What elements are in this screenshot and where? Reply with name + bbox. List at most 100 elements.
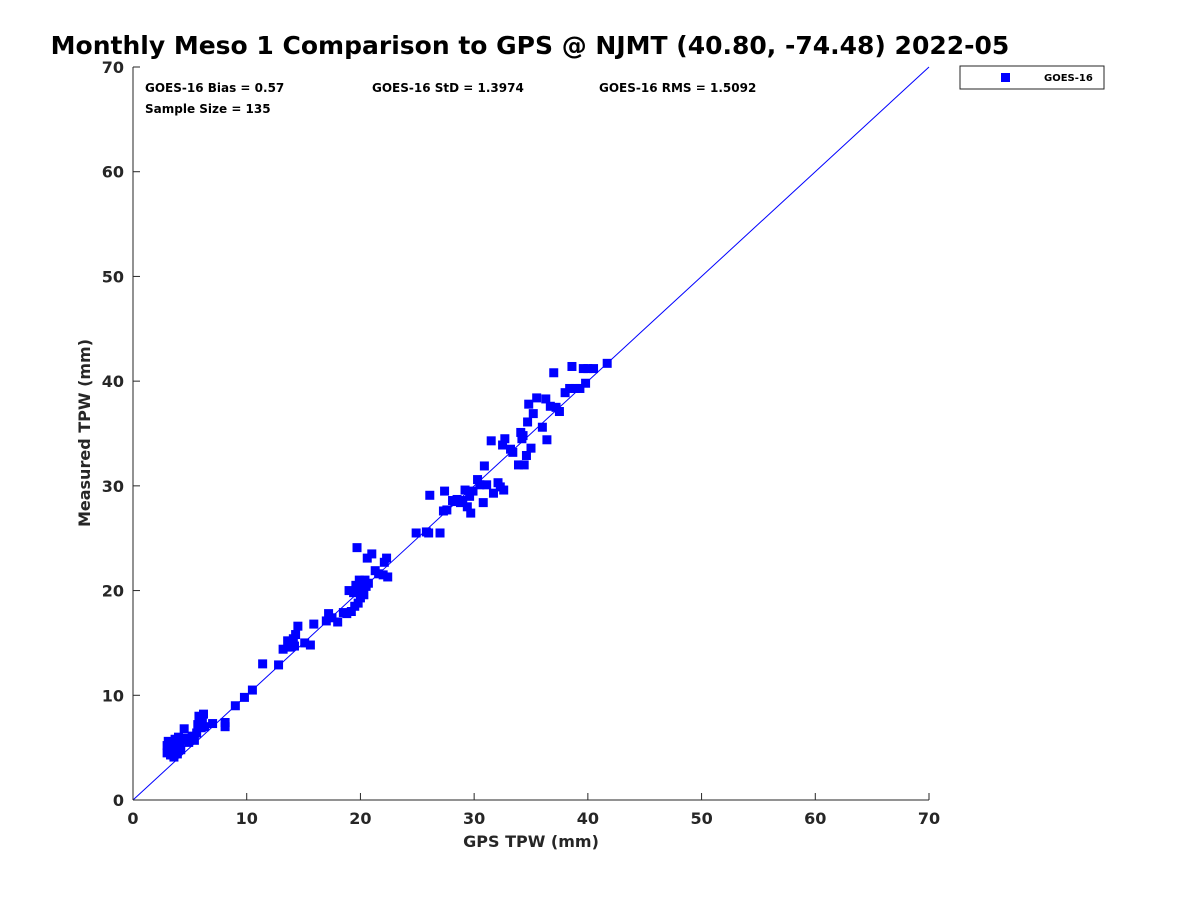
data-point: [583, 364, 593, 374]
y-tick-label: 70: [102, 58, 124, 77]
rms-stat: GOES-16 RMS = 1.5092: [599, 81, 756, 95]
legend: GOES-16: [959, 65, 1105, 90]
data-point: [545, 401, 555, 411]
data-point: [468, 486, 478, 496]
data-point: [293, 621, 303, 631]
x-tick-label: 10: [236, 809, 258, 828]
data-point: [473, 475, 483, 485]
data-point: [283, 636, 293, 646]
data-point: [220, 722, 230, 732]
data-point: [421, 527, 431, 537]
data-point: [440, 486, 450, 496]
data-point: [258, 659, 268, 669]
data-point: [567, 361, 577, 371]
data-point: [523, 417, 533, 427]
data-point: [411, 528, 421, 538]
y-axis-label: Measured TPW (mm): [75, 339, 94, 527]
std-stat: GOES-16 StD = 1.3974: [372, 81, 524, 95]
data-point: [338, 608, 348, 618]
data-point: [192, 728, 202, 738]
data-point: [475, 480, 485, 490]
data-point: [549, 368, 559, 378]
data-point: [199, 709, 209, 719]
data-point: [578, 364, 588, 374]
data-point: [575, 383, 585, 393]
data-point: [378, 570, 388, 580]
data-point: [176, 745, 186, 755]
x-tick-label: 20: [349, 809, 371, 828]
data-point: [305, 640, 315, 650]
data-point: [519, 460, 529, 470]
data-point: [184, 737, 194, 747]
data-point: [179, 724, 189, 734]
data-point: [189, 735, 199, 745]
data-point: [278, 644, 288, 654]
data-point: [367, 549, 377, 559]
x-axis: 0 10 20 30 40 50 60 70: [127, 793, 940, 828]
data-point: [513, 460, 523, 470]
data-point: [359, 590, 369, 600]
y-axis: 0 10 20 30 40 50 60 70: [102, 58, 140, 810]
data-point: [500, 434, 510, 444]
data-point: [482, 480, 492, 490]
x-tick-label: 70: [918, 809, 940, 828]
plot-area: [132, 66, 930, 801]
bias-stat: GOES-16 Bias = 0.57: [145, 81, 284, 95]
data-point: [541, 394, 551, 404]
data-point: [208, 719, 218, 729]
data-point: [478, 498, 488, 508]
data-point: [442, 505, 452, 515]
data-point: [344, 586, 354, 596]
data-point: [542, 435, 552, 445]
data-point: [363, 578, 373, 588]
data-point: [327, 613, 337, 623]
data-point: [532, 393, 542, 403]
data-point: [285, 642, 295, 652]
data-point: [518, 431, 528, 441]
data-point: [589, 364, 599, 374]
legend-label: GOES-16: [1044, 73, 1093, 84]
y-tick-label: 60: [102, 163, 124, 182]
data-point: [435, 528, 445, 538]
data-point: [362, 553, 372, 563]
data-point: [486, 436, 496, 446]
y-tick-label: 30: [102, 477, 124, 496]
data-point: [462, 502, 472, 512]
data-point: [458, 496, 468, 506]
data-point: [560, 388, 570, 398]
data-point: [465, 491, 475, 501]
x-tick-label: 60: [804, 809, 826, 828]
sample-size-stat: Sample Size = 135: [145, 102, 271, 116]
data-point: [499, 485, 509, 495]
data-point: [349, 588, 359, 598]
data-point: [173, 732, 183, 742]
data-point: [521, 450, 531, 460]
data-point: [602, 358, 612, 368]
y-tick-label: 20: [102, 582, 124, 601]
data-point: [374, 569, 384, 579]
data-point: [309, 619, 319, 629]
data-point: [247, 685, 257, 695]
x-axis-label: GPS TPW (mm): [463, 832, 599, 851]
data-point: [291, 630, 301, 640]
data-point: [321, 616, 331, 626]
data-point: [383, 572, 393, 582]
data-point: [479, 461, 489, 471]
data-point: [333, 617, 343, 627]
legend-marker-square: [1001, 73, 1010, 82]
data-point: [230, 701, 240, 711]
chart-title: Monthly Meso 1 Comparison to GPS @ NJMT …: [51, 31, 1010, 60]
data-point: [570, 383, 580, 393]
legend-box: [959, 65, 1105, 90]
data-point: [351, 580, 361, 590]
data-point: [200, 722, 210, 732]
x-tick-label: 40: [577, 809, 599, 828]
y-tick-label: 10: [102, 686, 124, 705]
data-point: [565, 383, 575, 393]
one-to-one-line: [132, 66, 930, 801]
x-tick-label: 50: [690, 809, 712, 828]
data-point: [346, 607, 356, 617]
data-point: [498, 440, 508, 450]
x-tick-label: 0: [127, 809, 138, 828]
